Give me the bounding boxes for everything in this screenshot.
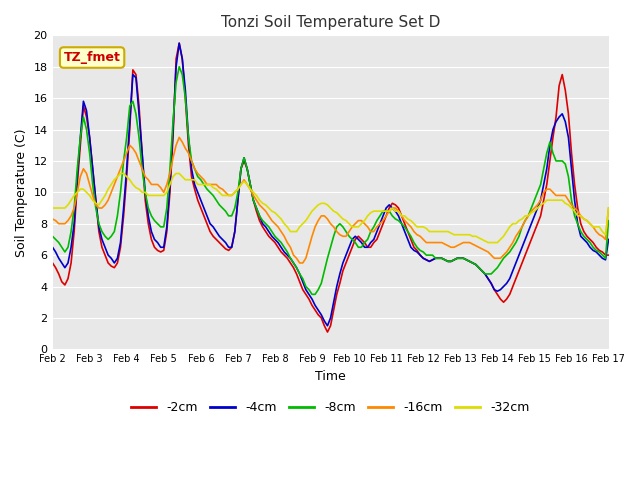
-16cm [132,150,140,156]
-4cm [324,323,332,329]
-8cm [324,255,332,261]
-2cm [321,323,328,329]
Line: -32cm: -32cm [52,173,609,242]
-32cm [605,205,612,211]
-32cm [49,205,56,211]
Y-axis label: Soil Temperature (C): Soil Temperature (C) [15,128,28,257]
-2cm [324,329,332,335]
Line: -16cm: -16cm [52,137,609,263]
-32cm [95,202,102,208]
-2cm [605,252,612,258]
-32cm [484,240,492,245]
-8cm [206,190,214,195]
-8cm [95,221,102,227]
-32cm [206,181,214,187]
-16cm [605,205,612,211]
-4cm [49,244,56,250]
-4cm [132,75,140,81]
Line: -8cm: -8cm [52,67,609,294]
-32cm [321,201,328,206]
Title: Tonzi Soil Temperature Set D: Tonzi Soil Temperature Set D [221,15,440,30]
X-axis label: Time: Time [315,370,346,383]
-2cm [175,40,183,46]
-2cm [206,228,214,234]
-16cm [95,205,102,211]
-4cm [175,40,183,46]
-4cm [605,237,612,242]
Text: TZ_fmet: TZ_fmet [63,51,120,64]
-2cm [132,72,140,77]
-16cm [175,134,183,140]
-4cm [317,312,325,318]
-32cm [317,201,325,206]
-16cm [296,260,303,266]
-2cm [49,260,56,266]
Line: -2cm: -2cm [52,43,609,332]
Legend: -2cm, -4cm, -8cm, -16cm, -32cm: -2cm, -4cm, -8cm, -16cm, -32cm [126,396,535,420]
-2cm [317,315,325,321]
-8cm [175,64,183,70]
-4cm [321,318,328,324]
-32cm [515,218,523,224]
-16cm [321,213,328,219]
-2cm [515,268,523,274]
-8cm [49,233,56,239]
-16cm [206,181,214,187]
Line: -4cm: -4cm [52,43,609,326]
-16cm [324,216,332,222]
-4cm [95,224,102,230]
-4cm [206,221,214,227]
-32cm [116,170,124,176]
-8cm [132,111,140,117]
-8cm [605,218,612,224]
-4cm [515,252,523,258]
-8cm [308,291,316,297]
-8cm [515,233,523,239]
-16cm [49,216,56,222]
-16cm [515,228,523,234]
-32cm [135,186,143,192]
-8cm [321,268,328,274]
-2cm [95,228,102,234]
